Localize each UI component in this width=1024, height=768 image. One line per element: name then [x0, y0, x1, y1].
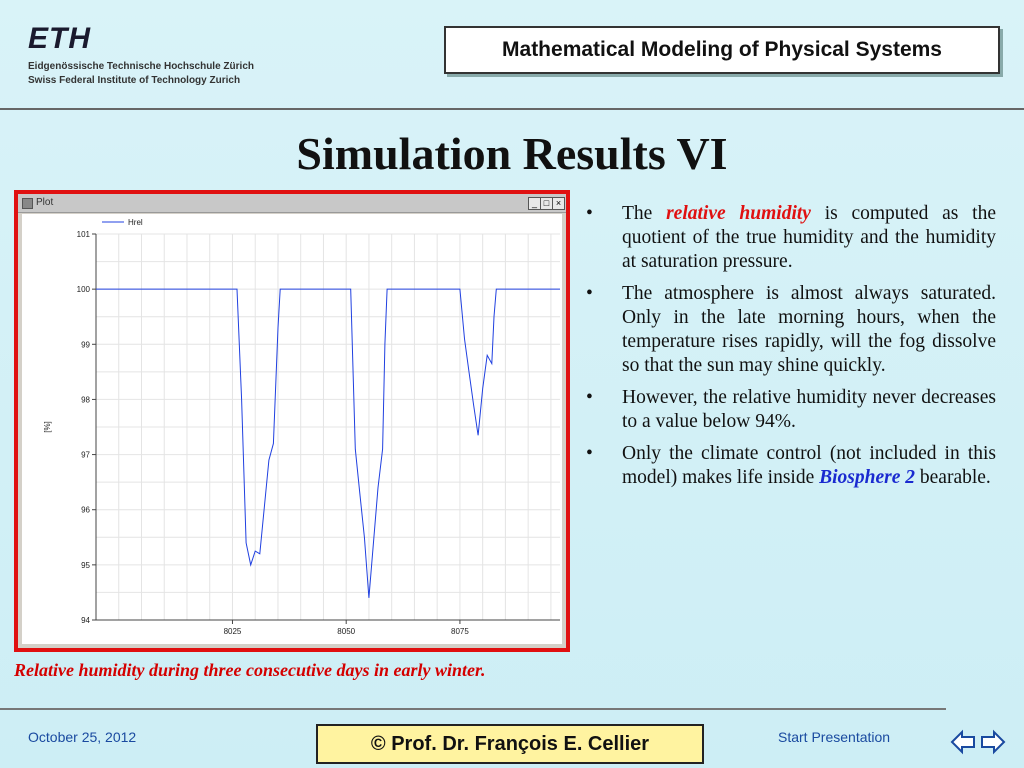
y-tick-label: 101 [77, 230, 91, 239]
eth-logo-line1: Eidgenössische Technische Hochschule Zür… [28, 61, 254, 72]
author-box: © Prof. Dr. François E. Cellier [316, 724, 704, 764]
bullet-text-pre: Only the climate control (not included i… [622, 443, 996, 488]
x-tick-label: 8075 [451, 627, 469, 636]
y-tick-label: 97 [81, 451, 90, 460]
author-name: © Prof. Dr. François E. Cellier [370, 732, 650, 755]
bottom-divider [0, 708, 946, 710]
bullet-text: Only the climate control (not included i… [622, 442, 996, 490]
bullet-text: The atmosphere is almost always saturate… [622, 283, 996, 376]
top-divider [0, 108, 1024, 110]
bullet-item: • Only the climate control (not included… [586, 442, 996, 490]
x-tick-label: 8025 [224, 627, 242, 636]
bullet-item: • The atmosphere is almost always satura… [586, 282, 996, 378]
forward-arrow-icon [981, 729, 1006, 755]
relative-humidity-emphasis: relative humidity [666, 203, 811, 224]
x-tick-label: 8050 [337, 627, 355, 636]
eth-logo-text: ETH [28, 22, 91, 55]
bullet-text: However, the relative humidity never dec… [622, 387, 996, 432]
plot-window: Plot _ □ × 94 95 96 97 98 99 100 101 8025 8050 807… [14, 190, 570, 652]
plot-window-title: Plot [36, 197, 54, 208]
bullet-item: • However, the relative humidity never d… [586, 386, 996, 434]
footer-date: October 25, 2012 [28, 729, 137, 745]
bullet-text: The relative humidity is computed as the… [622, 202, 996, 274]
biosphere-emphasis: Biosphere 2 [819, 467, 916, 488]
slide-title: Simulation Results VI [296, 128, 728, 179]
humidity-chart: 94 95 96 97 98 99 100 101 8025 8050 8075 [%] Hrel [43, 218, 560, 636]
y-tick-label: 100 [77, 285, 91, 294]
bullet-symbol: • [586, 283, 593, 304]
figure-caption: Relative humidity during three consecuti… [14, 660, 486, 680]
plot-window-titlebar: Plot _ □ × [18, 194, 566, 213]
y-tick-label: 99 [81, 340, 90, 349]
y-tick-label: 98 [81, 395, 90, 404]
plot-area: 94 95 96 97 98 99 100 101 8025 8050 8075 [%] Hrel [22, 214, 562, 644]
bullet-list: • The relative humidity is computed as t… [586, 202, 996, 498]
close-button[interactable]: × [552, 197, 565, 210]
bullet-text-post: bearable. [915, 467, 991, 488]
course-title: Mathematical Modeling of Physical System… [502, 38, 942, 61]
eth-logo: ETH Eidgenössische Technische Hochschule… [28, 24, 254, 88]
bullet-symbol: • [586, 203, 593, 224]
start-presentation-link[interactable]: Start Presentation [778, 729, 891, 745]
back-arrow-icon [950, 729, 975, 755]
y-tick-label: 96 [81, 506, 90, 515]
series-line-hrel [96, 288, 560, 598]
bullet-text-pre: The [622, 203, 667, 224]
bullet-symbol: • [586, 443, 593, 464]
navigation-arrows[interactable] [950, 728, 1006, 761]
legend-label: Hrel [128, 218, 143, 227]
bullet-item: • The relative humidity is computed as t… [586, 202, 996, 274]
course-title-box: Mathematical Modeling of Physical System… [444, 26, 1000, 74]
eth-logo-line2: Swiss Federal Institute of Technology Zu… [28, 75, 241, 86]
nav-arrows-icon [950, 729, 1006, 755]
y-tick-label: 95 [81, 561, 90, 570]
plot-window-icon [22, 198, 33, 209]
y-tick-label: 94 [81, 616, 90, 625]
y-axis-label: [%] [43, 421, 52, 433]
bullet-text-post: is computed as the quotient of the true … [622, 203, 996, 272]
bullet-symbol: • [586, 387, 593, 408]
